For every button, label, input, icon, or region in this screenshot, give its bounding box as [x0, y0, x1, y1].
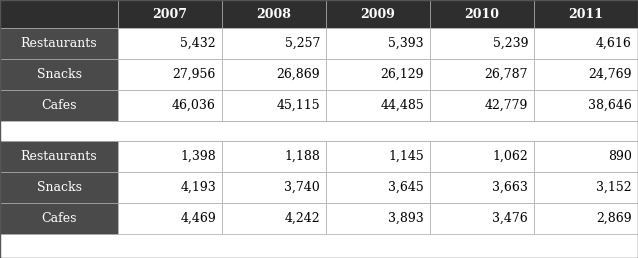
- Bar: [0, 121, 638, 141]
- Text: 4,616: 4,616: [596, 37, 632, 50]
- Bar: [430, 172, 534, 203]
- Text: 45,115: 45,115: [276, 99, 320, 112]
- Bar: [326, 90, 430, 121]
- Text: 26,869: 26,869: [276, 68, 320, 81]
- Text: 1,145: 1,145: [389, 150, 424, 163]
- Text: Restaurants: Restaurants: [20, 37, 98, 50]
- Bar: [222, 90, 326, 121]
- Bar: [222, 141, 326, 172]
- Bar: [118, 172, 222, 203]
- Bar: [0, 0, 118, 28]
- Bar: [118, 28, 222, 59]
- Bar: [118, 141, 222, 172]
- Text: 890: 890: [608, 150, 632, 163]
- Text: 42,779: 42,779: [485, 99, 528, 112]
- Bar: [326, 203, 430, 234]
- Bar: [0, 172, 118, 203]
- Text: 24,769: 24,769: [588, 68, 632, 81]
- Text: 5,239: 5,239: [493, 37, 528, 50]
- Bar: [326, 59, 430, 90]
- Bar: [534, 0, 638, 28]
- Text: 3,476: 3,476: [493, 212, 528, 225]
- Text: 4,242: 4,242: [285, 212, 320, 225]
- Bar: [118, 0, 222, 28]
- Bar: [326, 172, 430, 203]
- Bar: [430, 28, 534, 59]
- Text: 2,869: 2,869: [597, 212, 632, 225]
- Bar: [430, 203, 534, 234]
- Bar: [0, 90, 118, 121]
- Text: 5,257: 5,257: [285, 37, 320, 50]
- Bar: [0, 59, 118, 90]
- Bar: [534, 141, 638, 172]
- Bar: [430, 0, 534, 28]
- Bar: [222, 59, 326, 90]
- Bar: [430, 90, 534, 121]
- Text: 44,485: 44,485: [380, 99, 424, 112]
- Bar: [0, 203, 118, 234]
- Bar: [326, 28, 430, 59]
- Text: 38,646: 38,646: [588, 99, 632, 112]
- Text: Restaurants: Restaurants: [20, 150, 98, 163]
- Bar: [0, 141, 118, 172]
- Bar: [534, 203, 638, 234]
- Bar: [534, 90, 638, 121]
- Text: 1,062: 1,062: [493, 150, 528, 163]
- Text: 3,893: 3,893: [389, 212, 424, 225]
- Bar: [534, 59, 638, 90]
- Text: 2010: 2010: [464, 7, 500, 20]
- Text: 3,663: 3,663: [492, 181, 528, 194]
- Text: 3,740: 3,740: [285, 181, 320, 194]
- Bar: [430, 141, 534, 172]
- Text: 5,393: 5,393: [389, 37, 424, 50]
- Text: Cafes: Cafes: [41, 99, 77, 112]
- Bar: [222, 203, 326, 234]
- Bar: [222, 0, 326, 28]
- Text: 3,645: 3,645: [389, 181, 424, 194]
- Text: 27,956: 27,956: [173, 68, 216, 81]
- Text: 4,469: 4,469: [181, 212, 216, 225]
- Text: 46,036: 46,036: [172, 99, 216, 112]
- Text: 26,129: 26,129: [380, 68, 424, 81]
- Bar: [222, 172, 326, 203]
- Bar: [222, 28, 326, 59]
- Bar: [118, 90, 222, 121]
- Text: 1,188: 1,188: [284, 150, 320, 163]
- Text: 2008: 2008: [256, 7, 292, 20]
- Text: 4,193: 4,193: [181, 181, 216, 194]
- Text: 3,152: 3,152: [597, 181, 632, 194]
- Bar: [118, 59, 222, 90]
- Text: 1,398: 1,398: [181, 150, 216, 163]
- Bar: [534, 28, 638, 59]
- Text: Cafes: Cafes: [41, 212, 77, 225]
- Text: Snacks: Snacks: [36, 68, 82, 81]
- Text: Snacks: Snacks: [36, 181, 82, 194]
- Bar: [326, 0, 430, 28]
- Text: 2009: 2009: [360, 7, 396, 20]
- Bar: [430, 59, 534, 90]
- Text: 5,432: 5,432: [181, 37, 216, 50]
- Bar: [0, 28, 118, 59]
- Bar: [534, 172, 638, 203]
- Text: 2011: 2011: [568, 7, 604, 20]
- Bar: [326, 141, 430, 172]
- Bar: [118, 203, 222, 234]
- Text: 2007: 2007: [152, 7, 188, 20]
- Text: 26,787: 26,787: [484, 68, 528, 81]
